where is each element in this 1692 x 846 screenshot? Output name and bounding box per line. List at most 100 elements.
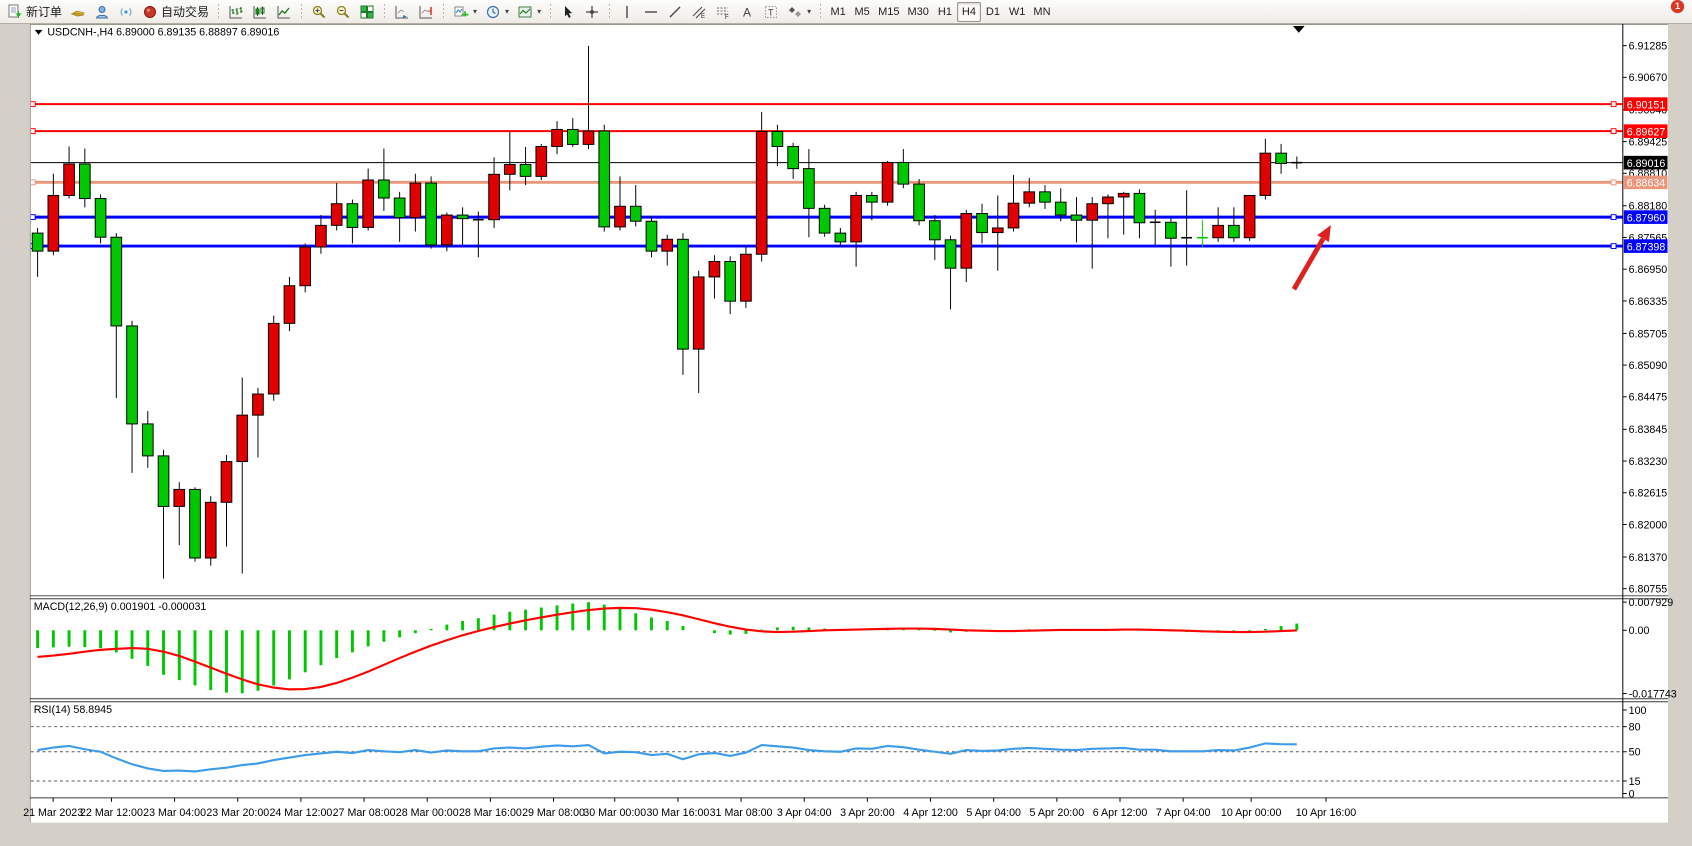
candle — [267, 315, 280, 401]
search-button[interactable] — [1628, 2, 1653, 31]
timeframe-m30-button[interactable]: M30 — [904, 2, 933, 22]
community-button[interactable] — [90, 2, 114, 22]
candle — [1007, 174, 1020, 232]
timeframe-mn-button[interactable]: MN — [1029, 2, 1054, 22]
horizontal-line-button[interactable] — [639, 2, 663, 22]
rsi-tick-label: 100 — [1629, 705, 1647, 717]
date-tick-label: 30 Mar 16:00 — [646, 807, 709, 819]
hline-handle[interactable] — [30, 128, 36, 135]
toolbar-separator — [440, 3, 447, 21]
date-tick-label: 21 Mar 2023 — [23, 807, 83, 819]
vertical-line-button[interactable] — [615, 2, 639, 22]
timeframe-m15-button[interactable]: M15 — [874, 2, 903, 22]
autotrading-button[interactable]: 自动交易 — [138, 2, 213, 22]
candle — [31, 227, 44, 277]
hline-handle[interactable] — [1610, 214, 1617, 221]
timeframe-w1-button[interactable]: W1 — [1005, 2, 1030, 22]
cursor-button[interactable] — [556, 2, 580, 22]
text-label-button[interactable]: T — [759, 2, 783, 22]
price-tick-label: 6.85090 — [1629, 360, 1668, 372]
rsi-label: RSI(14) 58.8945 — [34, 704, 112, 716]
crosshair-button[interactable] — [580, 2, 604, 22]
hline-handle[interactable] — [1610, 179, 1617, 186]
hline-handle[interactable] — [1610, 128, 1617, 135]
candle — [850, 191, 862, 267]
trendline-button[interactable] — [663, 2, 687, 22]
autoscroll-icon — [394, 4, 410, 20]
timeframe-h4-button[interactable]: H4 — [956, 1, 981, 22]
candle — [409, 173, 422, 232]
dropdown-caret-icon[interactable]: ▾ — [473, 7, 478, 16]
timeframe-d1-button[interactable]: D1 — [981, 2, 1005, 22]
market-button[interactable] — [66, 2, 90, 22]
hline-handle[interactable] — [1610, 101, 1617, 108]
annotation-arrow[interactable] — [1291, 237, 1326, 291]
candle — [661, 234, 674, 266]
chart-title: USDCNH-,H4 6.89000 6.89135 6.88897 6.890… — [47, 27, 279, 39]
new-order-button[interactable]: 新订单 — [3, 2, 66, 22]
text-button[interactable]: A — [735, 2, 759, 22]
svg-text:6.89627: 6.89627 — [1627, 127, 1666, 139]
dropdown-caret-icon[interactable]: ▾ — [505, 7, 510, 16]
candle — [441, 212, 453, 252]
timeframe-h1-button[interactable]: H1 — [933, 2, 957, 22]
hline-handle[interactable] — [30, 214, 36, 221]
candle — [173, 482, 186, 546]
templates-button[interactable]: ▾ — [513, 2, 545, 22]
periods-button[interactable]: ▾ — [481, 2, 513, 22]
hline-icon — [643, 4, 659, 20]
hline-handle[interactable] — [30, 101, 36, 108]
candle — [157, 449, 170, 579]
candle — [881, 160, 894, 206]
zoom-in-button[interactable] — [307, 2, 331, 22]
candle — [141, 411, 154, 468]
oneclick-dropdown-icon[interactable] — [34, 29, 43, 35]
svg-text:F: F — [725, 15, 729, 20]
tile-windows-button[interactable] — [355, 2, 379, 22]
toolbar-right-group: 1 — [1628, 0, 1692, 32]
zoom-out-button[interactable] — [331, 2, 355, 22]
auto-scroll-button[interactable] — [390, 2, 414, 22]
signals-button[interactable] — [114, 2, 138, 22]
chart-canvas[interactable]: USDCNH-,H4 6.89000 6.89135 6.88897 6.890… — [0, 24, 1692, 846]
candle — [220, 454, 233, 547]
dropdown-caret-icon[interactable]: ▾ — [807, 7, 812, 16]
chat-button[interactable]: 1 — [1658, 0, 1684, 32]
candle — [393, 191, 406, 242]
line-chart-mode-button[interactable] — [272, 2, 296, 22]
candle — [740, 245, 752, 308]
dropdown-caret-icon[interactable]: ▾ — [537, 7, 542, 16]
macd-panel: MACD(12,26,9) 0.001901 -0.000031 — [34, 601, 1299, 694]
chart-shift-button[interactable] — [414, 2, 438, 22]
annotation-arrow-head[interactable] — [1317, 225, 1331, 243]
candle — [551, 121, 563, 155]
candle — [126, 320, 138, 473]
timeframe-m5-button[interactable]: M5 — [850, 2, 874, 22]
price-axis[interactable]: 6.912856.906706.900406.894256.888106.881… — [1622, 41, 1677, 801]
indicators-button[interactable]: ▾ — [449, 2, 481, 22]
price-tick-label: 6.81370 — [1629, 552, 1668, 564]
candle — [1133, 189, 1146, 239]
candle — [47, 173, 60, 256]
chat-badge: 1 — [1671, 0, 1684, 13]
timeframe-m1-button[interactable]: M1 — [826, 2, 850, 22]
svg-text:E: E — [701, 14, 705, 20]
candle — [1054, 188, 1067, 222]
candle-chart-mode-button[interactable] — [248, 2, 272, 22]
bar-chart-mode-button[interactable] — [224, 2, 248, 22]
hline-handle[interactable] — [30, 179, 36, 186]
new-order-button-label: 新订单 — [26, 5, 63, 19]
candle — [1259, 138, 1272, 200]
candle — [315, 215, 327, 254]
candle — [1039, 185, 1051, 209]
text-t-icon: T — [763, 4, 779, 20]
price-tick-label: 6.89425 — [1629, 136, 1668, 148]
hline-handle[interactable] — [1610, 243, 1617, 250]
fibonacci-button[interactable]: F — [711, 2, 735, 22]
arrows-button[interactable]: ▾ — [783, 2, 815, 22]
equidistant-channel-button[interactable]: E — [687, 2, 711, 22]
candle — [63, 146, 75, 199]
macd-tick-label: 0.00 — [1629, 625, 1650, 637]
date-tick-label: 10 Apr 16:00 — [1296, 807, 1357, 819]
